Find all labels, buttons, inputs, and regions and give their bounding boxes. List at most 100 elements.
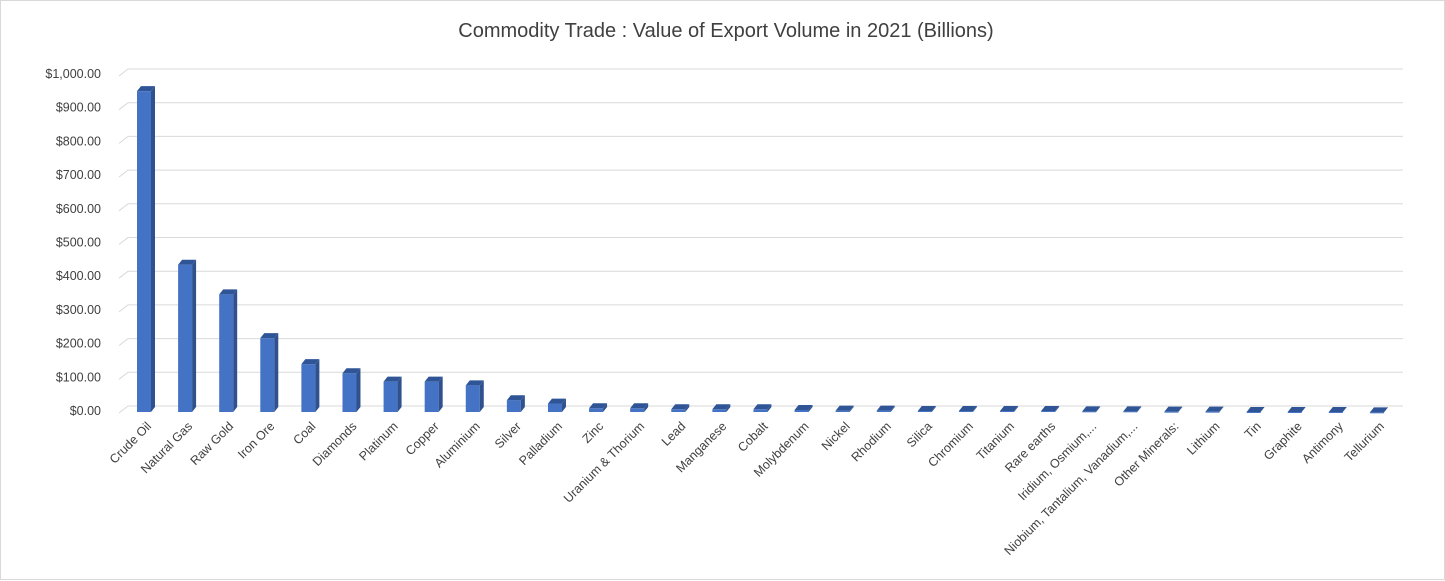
bar-top [137,86,155,92]
bar-top [876,405,895,411]
bar-top [835,405,854,411]
y-tick-label: $100.00 [56,370,101,384]
bar [1123,406,1142,413]
bar [1328,406,1347,413]
bar-side [849,405,854,412]
bar-front [1000,410,1015,412]
x-tick-label: Diamonds [310,419,360,469]
gridline [118,405,1403,414]
bar-front [876,410,891,412]
bar-front [712,409,727,412]
x-tick-label: Tin [1242,419,1264,441]
bars [137,86,1388,414]
x-tick-label: Tellurium [1342,419,1387,464]
x-tick-label: Palladium [516,419,565,468]
bar-side [151,86,155,412]
bar [465,380,484,412]
chart-title: Commodity Trade : Value of Export Volume… [458,20,993,42]
gridline [118,169,1403,178]
bar-side [808,404,813,412]
bar [589,403,608,412]
bar [1287,406,1306,413]
bar-side [1055,405,1060,412]
y-tick-label: $900.00 [56,101,101,115]
gridlines [118,68,1403,414]
bar [958,405,977,412]
bar [424,376,443,412]
bar-front [1041,410,1056,412]
bar-front [465,385,480,412]
bar-top [1205,406,1224,412]
gridline [118,135,1403,144]
bar-top [1328,406,1347,412]
bar-side [356,368,361,412]
bar-side [603,403,608,412]
bar [219,289,238,412]
bar [753,404,772,412]
bar-top [178,259,197,265]
gridline [118,270,1403,279]
y-tick-label: $200.00 [56,337,101,351]
gridline [118,203,1403,212]
bar-top [301,359,320,365]
bar-top [958,405,977,411]
bar-front [1082,411,1097,413]
x-tick-label: Platinum [356,419,400,463]
bar-front [1246,411,1261,413]
bar [712,404,731,412]
bar-side [315,359,320,412]
bar-front [219,294,234,412]
bar [342,368,361,412]
bar-top [424,376,443,382]
x-tick-label: Silica [904,419,935,450]
x-tick-label: Nickel [819,419,853,453]
bar [301,359,320,412]
y-tick-label: $0.00 [70,404,101,418]
bar-top [671,404,690,410]
x-tick-label: Lead [659,419,689,449]
x-tick-label: Raw Gold [188,419,237,468]
bar [1164,406,1183,413]
bar-top [1041,405,1060,411]
bar-front [1205,411,1220,413]
bar-front [1328,411,1343,413]
bar-side [726,404,731,412]
x-tick-label: Rhodium [849,419,894,464]
bar-front [424,381,439,412]
bar-top [465,380,484,386]
bar-side [1096,406,1101,412]
gridline [118,102,1403,111]
x-tick-label: Copper [403,419,442,458]
bar-top [260,333,279,339]
bar-top [917,405,936,411]
bar-front [794,409,809,412]
bar [1369,407,1388,414]
y-axis-ticks: $0.00 $100.00 $200.00 $300.00 $400.00 $500.00… [45,67,101,418]
bar [1041,405,1060,412]
bar-front [383,381,398,412]
x-tick-label: Zinc [580,419,607,446]
bar-top [794,404,813,410]
bar-side [1301,406,1306,412]
gridline [118,237,1403,245]
bar-top [1164,406,1183,412]
bar [383,376,402,412]
bar-front [630,408,645,412]
gridline [118,338,1403,346]
bar [178,259,197,412]
bar [835,405,854,412]
bar-front [1287,411,1302,413]
bar-front [589,408,604,412]
bar-side [890,405,895,412]
x-tick-label: Cobalt [735,419,771,455]
bar-front [137,91,151,412]
bar-side [972,405,977,412]
bar-side [1342,406,1347,412]
bar-top [1246,406,1265,412]
bar-front [958,410,973,412]
y-tick-label: $700.00 [56,168,101,182]
bar-side [767,404,772,412]
bar [137,86,155,412]
